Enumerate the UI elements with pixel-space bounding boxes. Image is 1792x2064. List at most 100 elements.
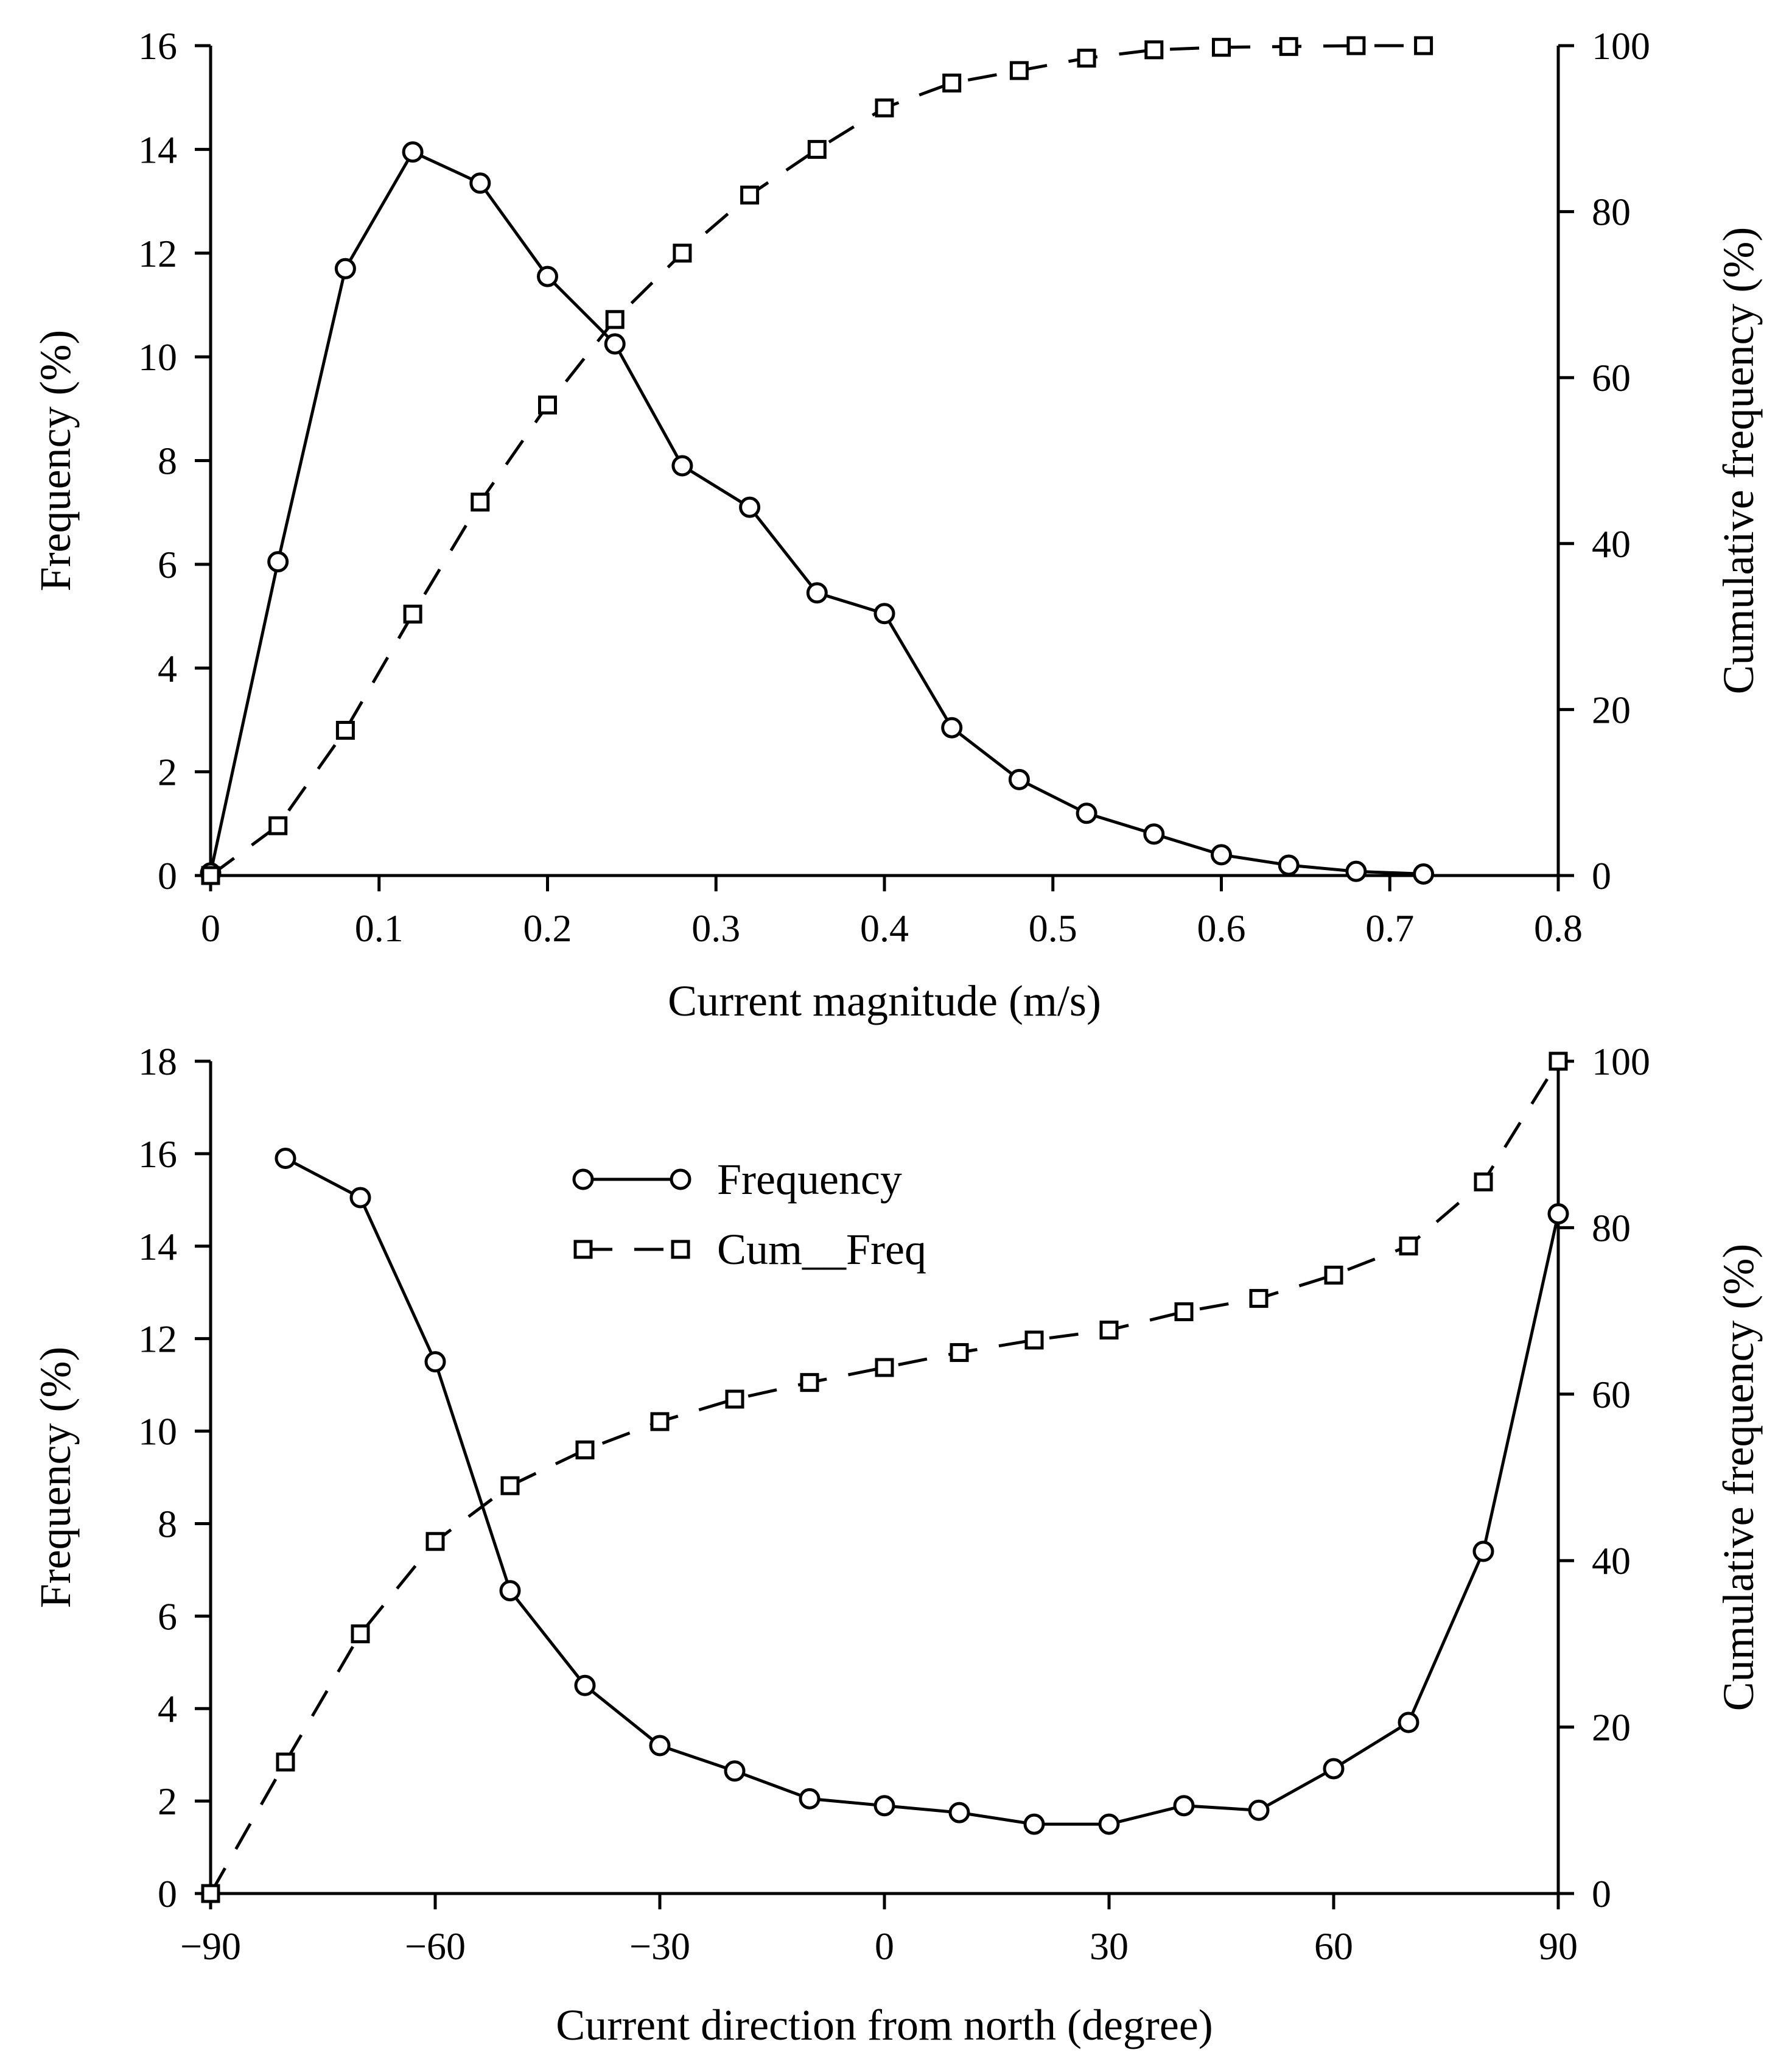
cumulative-point — [575, 1440, 595, 1459]
x-tick-label: 90 — [1539, 1925, 1578, 1968]
cumulative-point — [875, 98, 894, 118]
y2-tick-label: 80 — [1592, 191, 1631, 234]
frequency-point — [1413, 863, 1435, 885]
frequency-point — [1023, 1813, 1045, 1835]
cumulative-point — [1324, 1265, 1343, 1285]
y-tick-label: 6 — [158, 1595, 177, 1638]
cumulative-point — [276, 1752, 295, 1772]
frequency-point — [724, 1760, 746, 1782]
y-tick-label: 10 — [138, 335, 177, 379]
y2-tick-label: 100 — [1592, 1040, 1650, 1083]
legend-cumulative-label: Cum__Freq — [717, 1225, 926, 1274]
legend-cumulative-marker — [671, 1240, 690, 1259]
y-tick-label: 16 — [138, 24, 177, 68]
frequency-point — [1472, 1540, 1494, 1562]
cumulative-point — [335, 720, 355, 740]
frequency-point — [1398, 1711, 1419, 1733]
cumulative-point — [471, 493, 490, 512]
frequency-point — [537, 265, 558, 287]
frequency-point — [649, 1735, 671, 1757]
frequency-point — [424, 1351, 446, 1373]
frequency-point — [671, 455, 693, 477]
frequency-point — [1098, 1813, 1120, 1835]
cumulative-point — [1024, 1330, 1044, 1350]
cumulative-point — [1077, 48, 1096, 68]
frequency-point — [739, 496, 761, 518]
x-tick-label: 0.5 — [1029, 907, 1077, 950]
frequency-point — [469, 172, 491, 194]
frequency-point — [1323, 1758, 1345, 1780]
x-tick-label: 30 — [1090, 1925, 1129, 1968]
y-tick-label: 14 — [138, 1225, 177, 1268]
frequency-point — [334, 258, 356, 279]
y-tick-label: 12 — [138, 1318, 177, 1361]
y-tick-label: 14 — [138, 128, 177, 171]
cumulative-point — [268, 816, 288, 835]
cumulative-point — [1099, 1321, 1119, 1340]
direction-chart: −90 −60 −30 0 30 60 90 0 2 4 6 8 10 12 14 16 18 0 20 40 60 80… — [31, 1040, 1763, 2049]
legend-frequency-label: Frequency — [717, 1155, 902, 1204]
frequency-point — [604, 333, 626, 355]
y-tick-label: 10 — [138, 1410, 177, 1453]
y-tick-label: 18 — [138, 1040, 177, 1083]
legend-cumulative-marker — [573, 1240, 593, 1259]
frequency-point — [275, 1147, 296, 1169]
frequency-point — [873, 603, 895, 625]
y-tick-label: 0 — [158, 1872, 177, 1915]
y2-tick-label: 40 — [1592, 1539, 1631, 1582]
frequency-point — [1076, 802, 1097, 824]
frequency-point — [1143, 823, 1165, 845]
frequency-point — [267, 551, 289, 573]
cumulative-point — [538, 395, 557, 415]
frequency-point — [402, 141, 424, 163]
x-tick-label: 0.7 — [1365, 907, 1414, 950]
cumulative-point — [500, 1476, 520, 1495]
y2-tick-label: 0 — [1592, 1872, 1611, 1915]
legend: Frequency Cum__Freq — [572, 1155, 926, 1274]
cumulative-point — [800, 1373, 819, 1392]
cumulative-point — [425, 1532, 445, 1551]
frequency-point — [574, 1674, 596, 1696]
x-tick-label: 0.1 — [355, 907, 404, 950]
x-axis-title: Current magnitude (m/s) — [668, 977, 1101, 1025]
frequency-point — [806, 582, 828, 604]
frequency-point — [1173, 1795, 1195, 1817]
frequency-point — [799, 1788, 821, 1810]
y-tick-label: 8 — [158, 440, 177, 483]
y-axis-title: Frequency (%) — [31, 330, 80, 592]
cumulative-point — [1346, 36, 1366, 55]
cumulative-point — [605, 310, 625, 329]
y2-tick-label: 40 — [1592, 522, 1631, 566]
cumulative-point — [1249, 1289, 1269, 1308]
frequency-point — [1345, 860, 1367, 882]
frequency-point — [873, 1795, 895, 1817]
x-tick-label: −60 — [405, 1925, 466, 1968]
frequency-point — [1278, 854, 1300, 876]
x-tick-label: 0.8 — [1534, 907, 1583, 950]
cumulative-point — [1009, 61, 1029, 80]
frequency-point — [1008, 768, 1030, 790]
cumulative-point — [201, 866, 220, 885]
cumulative-point — [1414, 36, 1433, 55]
cumulative-point — [650, 1412, 670, 1431]
cumulative-point — [725, 1389, 744, 1409]
x-tick-label: 0.2 — [523, 907, 572, 950]
cumulative-point — [1144, 40, 1164, 60]
legend-frequency-marker — [670, 1168, 691, 1190]
cumulative-point — [942, 73, 962, 93]
x-tick-label: 0 — [875, 1925, 894, 1968]
y-tick-label: 12 — [138, 232, 177, 275]
cumulative-point — [1549, 1051, 1568, 1071]
frequency-point — [1248, 1799, 1270, 1821]
cumulative-point — [673, 244, 692, 263]
x-axis-title: Current direction from north (degree) — [556, 2001, 1213, 2049]
x-tick-label: 0 — [201, 907, 220, 950]
y-tick-label: 2 — [158, 1780, 177, 1823]
frequency-point — [941, 717, 963, 739]
cumulative-point — [201, 1884, 220, 1903]
y2-tick-label: 60 — [1592, 1373, 1631, 1416]
cumulative-point — [403, 605, 422, 624]
y-tick-label: 16 — [138, 1132, 177, 1176]
frequency-series-line — [284, 1157, 1560, 1826]
